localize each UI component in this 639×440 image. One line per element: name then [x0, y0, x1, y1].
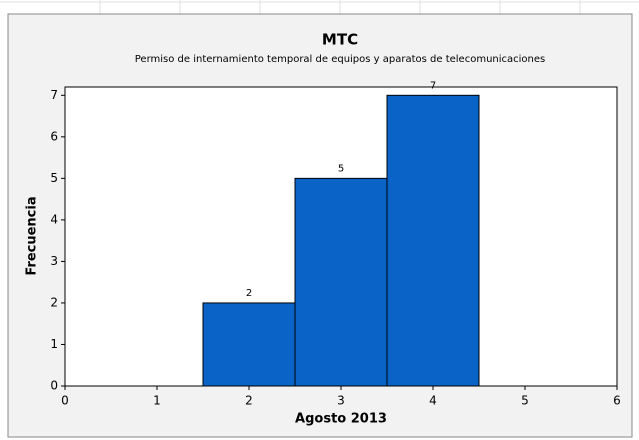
y-tick-label: 2	[50, 295, 58, 309]
x-tick-label: 6	[613, 394, 621, 408]
bar	[294, 177, 388, 387]
x-tick-label: 2	[245, 394, 253, 408]
y-tick-label: 5	[50, 171, 58, 185]
chart-title: MTC	[322, 31, 358, 49]
x-tick-label: 4	[429, 394, 437, 408]
data-label: 2	[246, 288, 252, 299]
y-tick-label: 7	[50, 88, 58, 102]
data-label: 7	[430, 80, 436, 91]
x-tick-label: 5	[521, 394, 529, 408]
y-tick-label: 3	[50, 254, 58, 268]
x-tick-label: 0	[61, 394, 69, 408]
sheet-grid	[0, 0, 639, 14]
x-tick-label: 1	[153, 394, 161, 408]
data-label: 5	[338, 163, 344, 174]
x-tick-label: 3	[337, 394, 345, 408]
x-axis-label: Agosto 2013	[295, 412, 387, 427]
y-tick-label: 1	[50, 337, 58, 351]
bar	[202, 302, 296, 387]
y-tick-label: 4	[50, 212, 58, 226]
y-tick-label: 6	[50, 129, 58, 143]
y-tick-label: 0	[50, 379, 58, 393]
bar	[386, 94, 480, 387]
chart-subtitle: Permiso de internamiento temporal de equ…	[135, 54, 546, 65]
y-axis-label: Frecuencia	[25, 196, 40, 275]
